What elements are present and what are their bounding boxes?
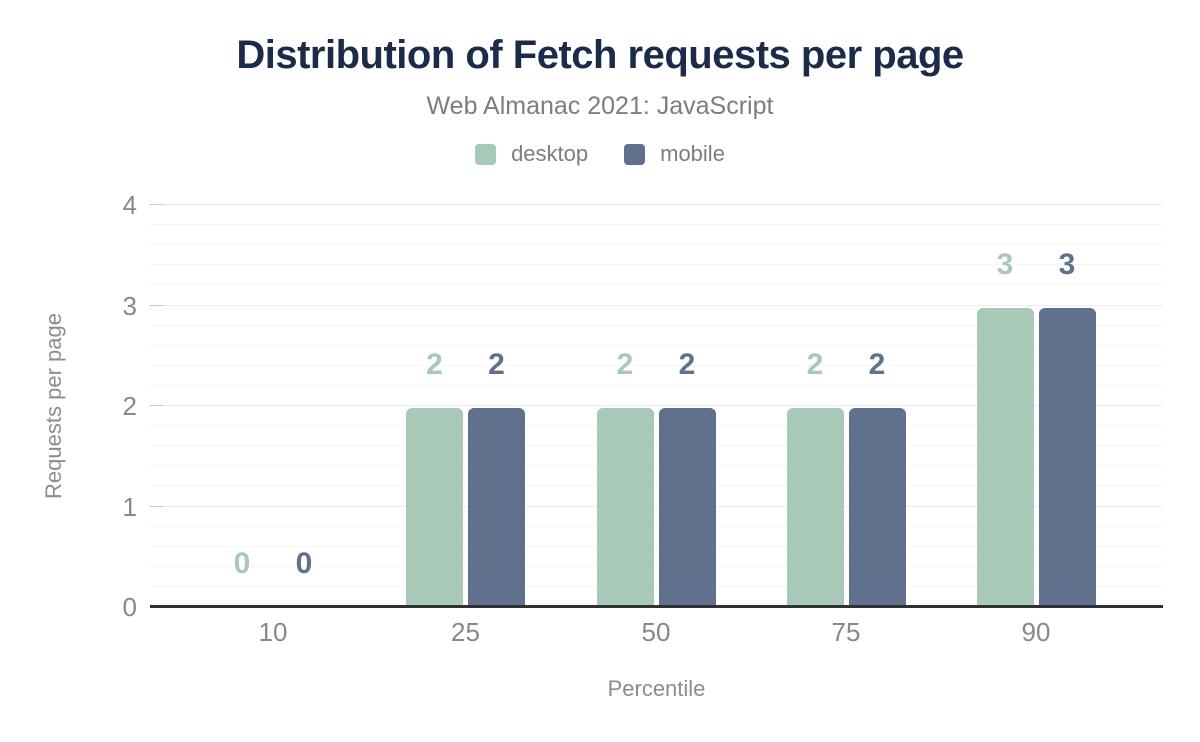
y-tick xyxy=(150,405,163,406)
legend-label-mobile: mobile xyxy=(660,141,725,166)
legend-swatch-mobile xyxy=(624,143,646,165)
y-tick-label: 3 xyxy=(122,290,137,321)
bar-value-label-desktop-p50: 2 xyxy=(616,348,634,381)
bar-desktop-p90[interactable] xyxy=(976,307,1034,607)
y-tick xyxy=(150,505,163,507)
bar-value-label-mobile-p75: 2 xyxy=(868,348,886,381)
gridline-minor xyxy=(150,224,1163,226)
gridline-minor xyxy=(150,525,1163,527)
gridline-minor xyxy=(150,264,1163,266)
gridline-minor xyxy=(150,565,1163,567)
gridline-major xyxy=(150,204,1163,205)
chart-subtitle: Web Almanac 2021: JavaScript xyxy=(426,92,774,120)
bar-value-label-desktop-p25: 2 xyxy=(426,348,443,381)
x-tick-label: 50 xyxy=(641,617,671,647)
gridline-minor xyxy=(150,425,1163,427)
legend: desktop mobile xyxy=(0,141,1200,167)
x-tick-label: 90 xyxy=(1021,617,1051,647)
bar-mobile-p25[interactable] xyxy=(468,408,525,607)
gridline-minor xyxy=(150,384,1163,386)
bar-value-label-mobile-p90: 3 xyxy=(1058,247,1076,281)
y-tick xyxy=(150,304,163,306)
gridline-minor xyxy=(150,445,1163,447)
gridline-minor xyxy=(150,465,1163,467)
x-tick-label: 25 xyxy=(451,617,480,647)
y-tick-label: 4 xyxy=(122,190,137,220)
legend-label-desktop: desktop xyxy=(511,141,589,166)
bar-value-label-mobile-p50: 2 xyxy=(678,348,696,381)
gridline-minor xyxy=(150,545,1163,547)
bar-desktop-p25[interactable] xyxy=(406,408,463,607)
gridline-major xyxy=(150,304,1163,306)
bar-value-label-mobile-p10: 0 xyxy=(295,547,313,580)
x-tick-label: 10 xyxy=(258,617,288,647)
gridline-major xyxy=(150,405,1163,406)
y-axis-title: Requests per page xyxy=(41,313,66,499)
gridline-minor xyxy=(150,324,1163,326)
legend-item-desktop[interactable]: desktop xyxy=(475,141,588,167)
gridline-minor xyxy=(150,284,1163,286)
y-tick xyxy=(150,204,163,205)
plot-area: 0 1 2 3 4 0 2 2 2 3 0 2 2 2 3 10 25 50 75 90 xyxy=(123,191,1163,647)
gridline-minor xyxy=(150,585,1163,587)
chart-title: Distribution of Fetch requests per page xyxy=(236,33,964,77)
bar-mobile-p90[interactable] xyxy=(1038,307,1096,607)
x-tick-label: 75 xyxy=(831,617,861,647)
gridline-minor xyxy=(150,344,1163,346)
bar-value-label-desktop-p10: 0 xyxy=(233,547,251,580)
bar-value-label-desktop-p75: 2 xyxy=(806,348,824,381)
bar-desktop-p50[interactable] xyxy=(596,408,654,607)
bar-mobile-p75[interactable] xyxy=(848,408,906,607)
gridline-minor xyxy=(150,485,1163,487)
y-tick-label: 2 xyxy=(122,391,137,421)
x-axis-line xyxy=(150,605,1163,608)
legend-item-mobile[interactable]: mobile xyxy=(624,141,725,167)
gridline-major xyxy=(150,505,1163,507)
bar-desktop-p75[interactable] xyxy=(786,408,844,607)
legend-swatch-desktop xyxy=(475,143,497,165)
bar-value-label-desktop-p90: 3 xyxy=(996,247,1014,281)
y-tick-label: 0 xyxy=(122,592,137,622)
gridline-minor xyxy=(150,244,1163,246)
y-tick-label: 1 xyxy=(122,491,137,522)
bar-mobile-p50[interactable] xyxy=(658,408,716,607)
bar-value-label-mobile-p25: 2 xyxy=(488,348,505,381)
x-axis-title: Percentile xyxy=(607,676,706,701)
gridline-minor xyxy=(150,364,1163,366)
